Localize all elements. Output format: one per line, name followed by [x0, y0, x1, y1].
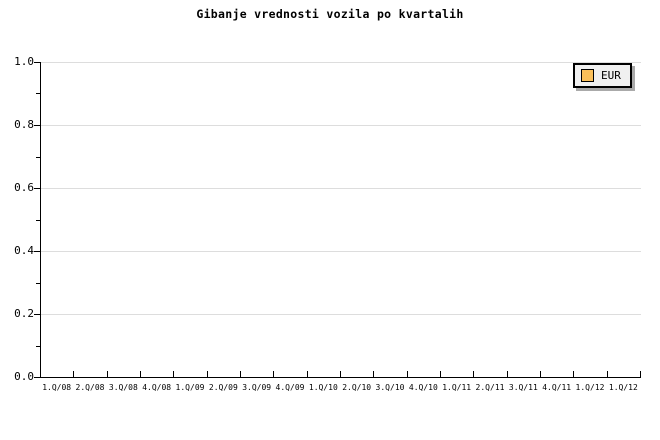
y-axis-minor-tick — [36, 157, 40, 158]
legend-label-eur: EUR — [601, 68, 621, 82]
x-tick-label: 2.Q/10 — [342, 383, 372, 392]
legend-swatch-eur — [581, 69, 594, 82]
x-axis-tick — [507, 371, 508, 377]
y-gridline — [41, 314, 641, 315]
x-axis-tick — [407, 371, 408, 377]
x-axis-tick — [607, 371, 608, 377]
y-axis-minor-tick — [36, 346, 40, 347]
x-tick-label: 4.Q/10 — [408, 383, 438, 392]
x-axis-tick — [573, 371, 574, 377]
y-axis-major-tick — [34, 125, 40, 126]
y-axis-minor-tick — [36, 283, 40, 284]
y-tick-label: 0.0 — [14, 370, 34, 383]
x-axis-tick — [107, 371, 108, 377]
y-axis-major-tick — [34, 188, 40, 189]
y-gridline — [41, 188, 641, 189]
x-tick-label: 1.Q/12 — [608, 383, 638, 392]
x-axis-tick — [540, 371, 541, 377]
y-axis-major-tick — [34, 62, 40, 63]
x-tick-label: 4.Q/09 — [275, 383, 305, 392]
x-tick-label: 3.Q/11 — [508, 383, 538, 392]
x-axis-tick — [473, 371, 474, 377]
x-tick-label: 1.Q/10 — [308, 383, 338, 392]
x-tick-label: 4.Q/08 — [142, 383, 172, 392]
x-tick-label: 1.Q/12 — [575, 383, 605, 392]
y-axis-minor-tick — [36, 93, 40, 94]
x-axis-tick — [140, 371, 141, 377]
x-axis-tick — [340, 371, 341, 377]
x-axis-tick — [640, 371, 641, 377]
y-axis-minor-tick — [36, 220, 40, 221]
y-tick-label: 0.6 — [14, 181, 34, 194]
x-axis-tick — [73, 371, 74, 377]
x-axis-tick — [273, 371, 274, 377]
x-tick-label: 4.Q/11 — [542, 383, 572, 392]
x-axis-tick — [240, 371, 241, 377]
y-gridline — [41, 125, 641, 126]
y-gridline — [41, 62, 641, 63]
x-axis-tick — [307, 371, 308, 377]
y-axis-major-tick — [34, 251, 40, 252]
y-tick-label: 0.4 — [14, 244, 34, 257]
plot-area — [34, 62, 641, 378]
x-tick-label: 2.Q/11 — [475, 383, 505, 392]
y-tick-label: 1.0 — [14, 55, 34, 68]
y-tick-label: 0.8 — [14, 118, 34, 131]
y-axis-major-tick — [34, 314, 40, 315]
x-tick-label: 2.Q/08 — [75, 383, 105, 392]
x-tick-label: 3.Q/08 — [108, 383, 138, 392]
y-axis-labels: 0.0 0.2 0.4 0.6 0.8 1.0 — [0, 0, 34, 440]
x-axis-tick — [440, 371, 441, 377]
x-axis-tick — [173, 371, 174, 377]
y-tick-label: 0.2 — [14, 307, 34, 320]
x-axis-labels: 1.Q/08 2.Q/08 3.Q/08 4.Q/08 1.Q/09 2.Q/09 3.Q/… — [40, 382, 640, 396]
chart-title: Gibanje vrednosti vozila po kvartalih — [196, 7, 464, 21]
legend: EUR — [573, 63, 632, 88]
x-tick-label: 1.Q/09 — [175, 383, 205, 392]
x-tick-label: 1.Q/11 — [442, 383, 472, 392]
x-tick-label: 2.Q/09 — [208, 383, 238, 392]
x-axis-tick — [373, 371, 374, 377]
x-tick-label: 1.Q/08 — [42, 383, 72, 392]
x-tick-label: 3.Q/09 — [242, 383, 272, 392]
y-axis-major-tick — [34, 377, 40, 378]
x-axis-tick — [207, 371, 208, 377]
x-tick-label: 3.Q/10 — [375, 383, 405, 392]
y-gridline — [41, 251, 641, 252]
